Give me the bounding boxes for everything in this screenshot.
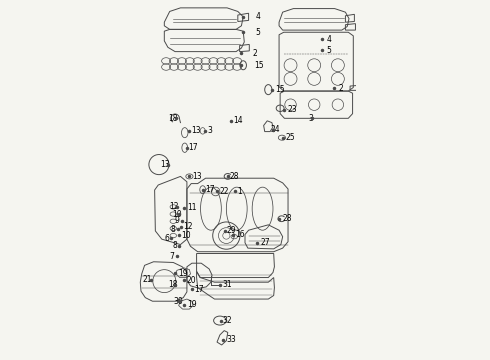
Text: 19: 19 bbox=[187, 300, 196, 309]
Text: 9: 9 bbox=[174, 216, 179, 225]
Text: 25: 25 bbox=[285, 133, 295, 142]
Text: 1: 1 bbox=[237, 187, 242, 196]
Text: 5: 5 bbox=[327, 46, 332, 55]
Text: 3: 3 bbox=[309, 114, 314, 123]
Text: 29: 29 bbox=[226, 226, 236, 235]
Text: 7: 7 bbox=[170, 252, 174, 261]
Text: 27: 27 bbox=[260, 238, 270, 247]
Text: 24: 24 bbox=[270, 125, 280, 134]
Text: 20: 20 bbox=[187, 276, 196, 285]
Text: 12: 12 bbox=[170, 202, 179, 211]
Text: 30: 30 bbox=[173, 297, 183, 306]
Text: 28: 28 bbox=[230, 172, 240, 181]
Text: 8: 8 bbox=[172, 242, 177, 251]
Text: 11: 11 bbox=[187, 203, 196, 212]
Text: 8: 8 bbox=[171, 225, 175, 234]
Text: 17: 17 bbox=[188, 143, 198, 152]
Text: 15: 15 bbox=[254, 61, 264, 70]
Text: 2: 2 bbox=[338, 84, 343, 93]
Text: 19: 19 bbox=[178, 269, 188, 278]
Text: 16: 16 bbox=[235, 230, 245, 239]
Text: 31: 31 bbox=[223, 280, 232, 289]
Text: 14: 14 bbox=[234, 116, 243, 125]
Text: 21: 21 bbox=[143, 275, 152, 284]
Text: 4: 4 bbox=[256, 12, 261, 21]
Text: 17: 17 bbox=[194, 284, 204, 293]
Text: 13: 13 bbox=[160, 160, 170, 169]
Text: 12: 12 bbox=[183, 222, 193, 231]
Text: 23: 23 bbox=[287, 105, 297, 114]
Text: 6: 6 bbox=[165, 234, 170, 243]
Text: 10: 10 bbox=[181, 231, 191, 240]
Text: 15: 15 bbox=[275, 85, 285, 94]
Text: 18: 18 bbox=[168, 280, 178, 289]
Text: 28: 28 bbox=[283, 214, 292, 223]
Text: 2: 2 bbox=[252, 49, 257, 58]
Text: 5: 5 bbox=[256, 28, 261, 37]
Text: 4: 4 bbox=[327, 35, 332, 44]
Text: 33: 33 bbox=[226, 335, 236, 344]
Text: 13: 13 bbox=[192, 172, 201, 181]
Text: 3: 3 bbox=[207, 126, 212, 135]
Text: 32: 32 bbox=[223, 316, 232, 325]
Text: 18: 18 bbox=[168, 114, 178, 123]
Text: 10: 10 bbox=[172, 210, 182, 219]
Text: 22: 22 bbox=[220, 187, 229, 196]
Text: 13: 13 bbox=[191, 126, 201, 135]
Text: 17: 17 bbox=[205, 185, 215, 194]
